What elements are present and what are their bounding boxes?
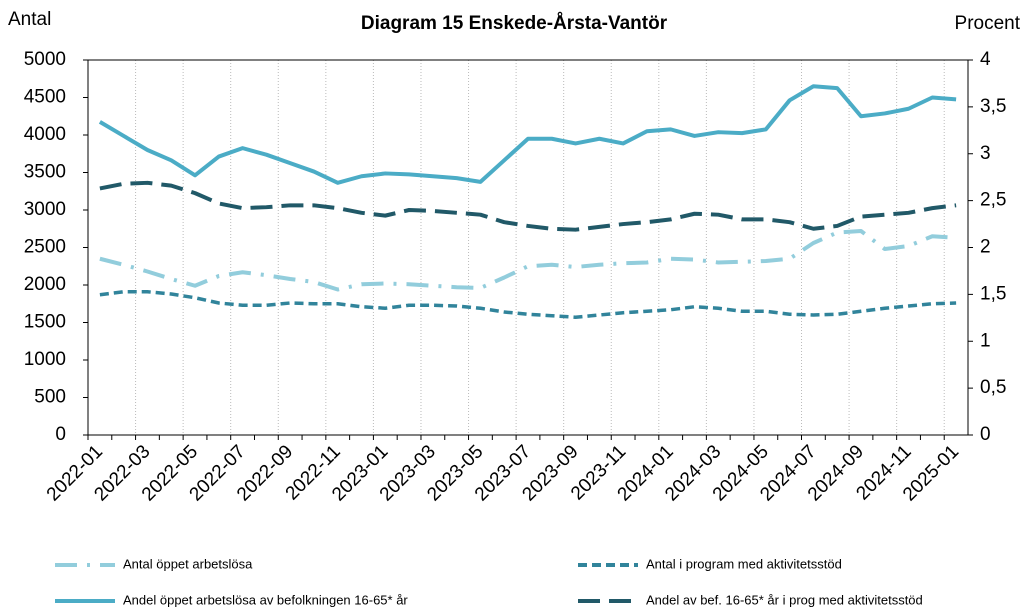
line-series <box>99 290 957 319</box>
y2-tick-label: 3,5 <box>980 96 1006 117</box>
y-tick-label: 3000 <box>24 199 66 220</box>
y-tick-label: 4500 <box>24 87 66 108</box>
line-series <box>99 229 957 292</box>
y-tick-label: 3500 <box>24 162 66 183</box>
y2-tick-label: 2,5 <box>980 190 1006 211</box>
y-tick-label: 5000 <box>24 49 66 70</box>
y-tick-label: 2000 <box>24 274 66 295</box>
y2-tick-label: 4 <box>980 49 991 70</box>
y2-tick-label: 0 <box>980 424 991 445</box>
y2-tick-label: 0,5 <box>980 377 1006 398</box>
line-series <box>98 84 957 185</box>
legend-label: Antal öppet arbetslösa <box>123 556 253 571</box>
y-tick-label: 4000 <box>24 124 66 145</box>
y-tick-label: 0 <box>55 424 66 445</box>
legend-label: Andel av bef. 16-65* år i prog med aktiv… <box>646 592 923 607</box>
legend-label: Andel öppet arbetslösa av befolkningen 1… <box>123 592 408 607</box>
y-tick-label: 500 <box>34 387 66 408</box>
y2-axis-label: Procent <box>955 13 1021 34</box>
legend-label: Antal i program med aktivitetsstöd <box>646 556 842 571</box>
y2-tick-label: 1,5 <box>980 283 1006 304</box>
line-series <box>99 180 957 232</box>
y-tick-label: 1000 <box>24 349 66 370</box>
chart-title: Diagram 15 Enskede-Årsta-Vantör <box>361 13 668 34</box>
y2-tick-label: 1 <box>980 330 991 351</box>
y-tick-label: 2500 <box>24 237 66 258</box>
y2-tick-label: 2 <box>980 237 991 258</box>
y-tick-label: 1500 <box>24 312 66 333</box>
y2-tick-label: 3 <box>980 143 991 164</box>
y-axis-label: Antal <box>8 9 51 30</box>
